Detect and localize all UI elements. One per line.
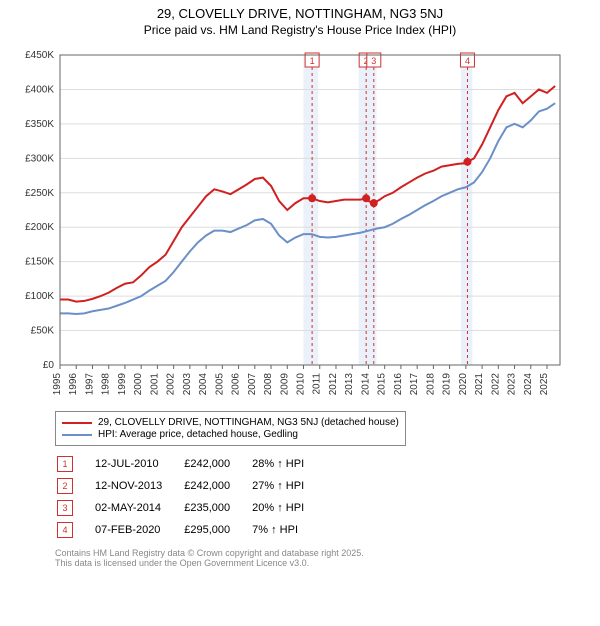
svg-text:1999: 1999 bbox=[117, 373, 128, 396]
legend: 29, CLOVELLY DRIVE, NOTTINGHAM, NG3 5NJ … bbox=[55, 411, 406, 446]
svg-text:1995: 1995 bbox=[52, 373, 63, 396]
svg-text:2023: 2023 bbox=[507, 373, 518, 396]
sale-delta: 7% ↑ HPI bbox=[252, 520, 324, 540]
svg-text:3: 3 bbox=[371, 56, 376, 66]
svg-text:2025: 2025 bbox=[539, 373, 550, 396]
legend-label: 29, CLOVELLY DRIVE, NOTTINGHAM, NG3 5NJ … bbox=[98, 417, 399, 428]
svg-text:£250K: £250K bbox=[25, 188, 54, 199]
sale-marker: 2 bbox=[57, 478, 73, 494]
table-row: 2 12-NOV-2013£242,00027% ↑ HPI bbox=[57, 476, 324, 496]
svg-text:2006: 2006 bbox=[231, 373, 242, 396]
svg-text:2014: 2014 bbox=[360, 373, 371, 396]
table-row: 3 02-MAY-2014£235,00020% ↑ HPI bbox=[57, 498, 324, 518]
svg-text:£400K: £400K bbox=[25, 84, 54, 95]
svg-text:1996: 1996 bbox=[68, 373, 79, 396]
svg-text:2018: 2018 bbox=[425, 373, 436, 396]
table-row: 1 12-JUL-2010£242,00028% ↑ HPI bbox=[57, 454, 324, 474]
sales-table: 1 12-JUL-2010£242,00028% ↑ HPI 2 12-NOV-201… bbox=[55, 452, 326, 542]
svg-text:2024: 2024 bbox=[523, 373, 534, 396]
sale-marker: 3 bbox=[57, 500, 73, 516]
svg-text:2017: 2017 bbox=[409, 373, 420, 396]
chart-subtitle: Price paid vs. HM Land Registry's House … bbox=[0, 23, 600, 37]
svg-text:2010: 2010 bbox=[296, 373, 307, 396]
svg-text:2007: 2007 bbox=[247, 373, 258, 396]
chart-area: £0 £50K £100K £150K £200K £250K £300K £350K £400… bbox=[10, 45, 590, 405]
legend-label: HPI: Average price, detached house, Gedl… bbox=[98, 429, 298, 440]
legend-item: 29, CLOVELLY DRIVE, NOTTINGHAM, NG3 5NJ … bbox=[62, 417, 399, 428]
svg-text:1: 1 bbox=[310, 56, 315, 66]
svg-text:2012: 2012 bbox=[328, 373, 339, 396]
svg-text:£0: £0 bbox=[43, 360, 55, 371]
svg-text:2016: 2016 bbox=[393, 373, 404, 396]
svg-text:2015: 2015 bbox=[377, 373, 388, 396]
svg-text:2011: 2011 bbox=[312, 373, 323, 395]
svg-text:2008: 2008 bbox=[263, 373, 274, 396]
svg-text:1998: 1998 bbox=[101, 373, 112, 396]
svg-text:£300K: £300K bbox=[25, 153, 54, 164]
svg-text:2001: 2001 bbox=[149, 373, 160, 396]
sale-price: £235,000 bbox=[184, 498, 250, 518]
svg-text:2022: 2022 bbox=[490, 373, 501, 396]
footer-text: Contains HM Land Registry data © Crown c… bbox=[55, 548, 590, 568]
table-row: 4 07-FEB-2020£295,0007% ↑ HPI bbox=[57, 520, 324, 540]
sale-delta: 28% ↑ HPI bbox=[252, 454, 324, 474]
sale-marker: 4 bbox=[57, 522, 73, 538]
svg-text:4: 4 bbox=[465, 56, 470, 66]
svg-text:2002: 2002 bbox=[166, 373, 177, 396]
svg-text:2020: 2020 bbox=[458, 373, 469, 396]
sale-marker: 1 bbox=[57, 456, 73, 472]
sale-price: £295,000 bbox=[184, 520, 250, 540]
sale-date: 02-MAY-2014 bbox=[95, 498, 182, 518]
chart-title: 29, CLOVELLY DRIVE, NOTTINGHAM, NG3 5NJ bbox=[0, 6, 600, 21]
svg-text:2019: 2019 bbox=[442, 373, 453, 396]
sale-date: 12-NOV-2013 bbox=[95, 476, 182, 496]
svg-text:2000: 2000 bbox=[133, 373, 144, 396]
sale-price: £242,000 bbox=[184, 454, 250, 474]
sale-date: 12-JUL-2010 bbox=[95, 454, 182, 474]
svg-text:2005: 2005 bbox=[214, 373, 225, 396]
footer-line-1: Contains HM Land Registry data © Crown c… bbox=[55, 548, 590, 558]
svg-text:1997: 1997 bbox=[84, 373, 95, 396]
svg-text:2009: 2009 bbox=[279, 373, 290, 396]
svg-text:£100K: £100K bbox=[25, 291, 54, 302]
sale-price: £242,000 bbox=[184, 476, 250, 496]
sale-delta: 20% ↑ HPI bbox=[252, 498, 324, 518]
legend-swatch bbox=[62, 434, 92, 436]
legend-item: HPI: Average price, detached house, Gedl… bbox=[62, 429, 399, 440]
footer-line-2: This data is licensed under the Open Gov… bbox=[55, 558, 590, 568]
svg-text:£350K: £350K bbox=[25, 119, 54, 130]
svg-text:2003: 2003 bbox=[182, 373, 193, 396]
legend-swatch bbox=[62, 422, 92, 424]
svg-text:£200K: £200K bbox=[25, 222, 54, 233]
svg-text:2021: 2021 bbox=[474, 373, 485, 396]
sale-date: 07-FEB-2020 bbox=[95, 520, 182, 540]
svg-text:£50K: £50K bbox=[31, 326, 55, 337]
sale-delta: 27% ↑ HPI bbox=[252, 476, 324, 496]
svg-text:2013: 2013 bbox=[344, 373, 355, 396]
svg-text:2004: 2004 bbox=[198, 373, 209, 396]
svg-text:£450K: £450K bbox=[25, 50, 54, 61]
price-chart: £0 £50K £100K £150K £200K £250K £300K £350K £400… bbox=[10, 45, 570, 405]
svg-text:£150K: £150K bbox=[25, 257, 54, 268]
